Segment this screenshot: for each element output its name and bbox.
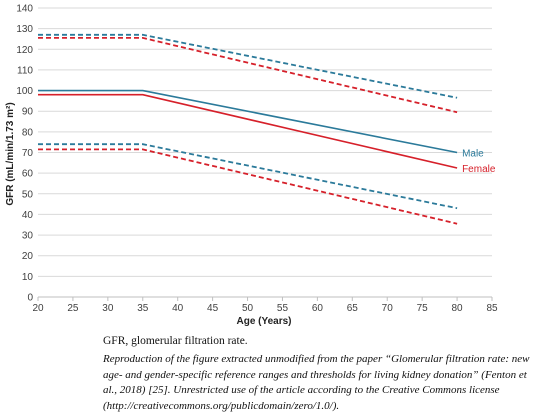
x-axis-title: Age (Years) xyxy=(236,316,291,327)
y-tick-label-90: 90 xyxy=(22,107,34,118)
male-dashed-line-4 xyxy=(38,143,458,210)
figure-caption: GFR, glomerular filtration rate. xyxy=(103,335,248,347)
x-tick-label-40: 40 xyxy=(172,303,184,314)
x-tick-label-30: 30 xyxy=(102,303,114,314)
series-lines xyxy=(38,33,458,225)
x-tick-label-20: 20 xyxy=(32,303,44,314)
y-tick-label-10: 10 xyxy=(22,272,34,283)
x-tick-label-65: 65 xyxy=(347,303,359,314)
x-tick-label-50: 50 xyxy=(242,303,254,314)
x-tick-label-85: 85 xyxy=(486,303,498,314)
x-tick-label-80: 80 xyxy=(452,303,464,314)
x-tick-label-75: 75 xyxy=(417,303,429,314)
y-tick-label-130: 130 xyxy=(16,24,33,35)
x-tick-label-55: 55 xyxy=(277,303,289,314)
gfr-line-chart: 0 10 20 30 40 50 60 70 80 90 100 110 120 130 140 20 25 30… xyxy=(5,4,498,328)
y-tick-label-60: 60 xyxy=(22,169,34,180)
gridlines xyxy=(38,7,492,277)
series-labels: Male Female xyxy=(462,149,496,175)
y-tick-label-40: 40 xyxy=(22,210,34,221)
y-tick-label-0: 0 xyxy=(27,293,33,304)
y-tick-label-70: 70 xyxy=(22,148,34,159)
y-tick-label-140: 140 xyxy=(16,4,33,15)
y-tick-label-120: 120 xyxy=(16,45,33,56)
male-line xyxy=(38,89,458,154)
y-tick-label-80: 80 xyxy=(22,127,34,138)
y-tick-label-110: 110 xyxy=(17,65,33,76)
y-tick-label-50: 50 xyxy=(22,189,34,200)
x-tick-label-70: 70 xyxy=(382,303,394,314)
y-axis-title: GFR (mL/min/1.73 m²) xyxy=(5,102,16,205)
x-tick-label-45: 45 xyxy=(207,303,219,314)
y-tick-label-20: 20 xyxy=(22,251,34,262)
female-label: Female xyxy=(462,164,496,175)
female-dashed-line-5 xyxy=(38,148,458,225)
reproduction-note: Reproduction of the figure extracted unm… xyxy=(103,353,530,412)
axes xyxy=(37,296,493,301)
male-label: Male xyxy=(462,149,484,160)
female-dashed-line-3 xyxy=(38,37,458,114)
y-tick-label-100: 100 xyxy=(16,86,33,97)
x-tick-label-25: 25 xyxy=(67,303,79,314)
female-line xyxy=(38,93,458,169)
x-tick-label-35: 35 xyxy=(137,303,149,314)
male-dashed-line-2 xyxy=(38,33,458,99)
tick-labels: 0 10 20 30 40 50 60 70 80 90 100 110 120 130 140 20 25 30… xyxy=(16,4,498,315)
y-tick-label-30: 30 xyxy=(22,231,34,242)
x-tick-label-60: 60 xyxy=(312,303,324,314)
